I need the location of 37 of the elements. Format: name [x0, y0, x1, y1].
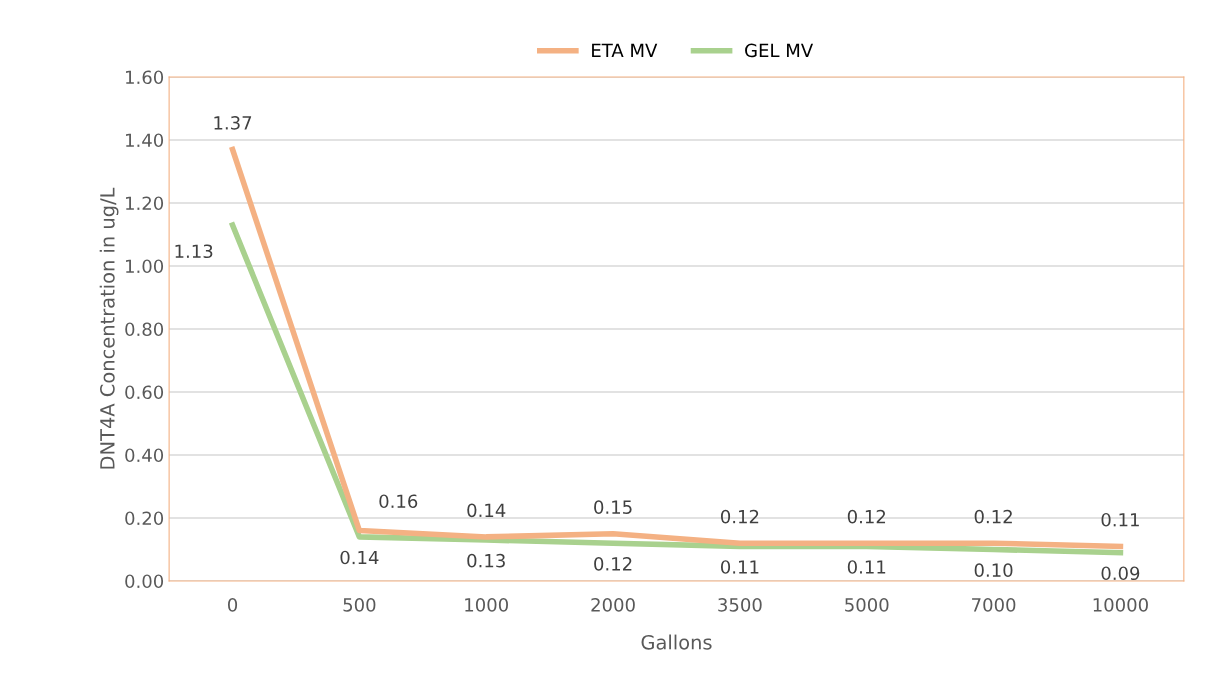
data-label: 0.12	[974, 509, 1012, 524]
data-label: 0.12	[847, 509, 886, 524]
data-label: 0.11	[847, 560, 886, 574]
data-label: 0.12	[594, 557, 632, 571]
data-label: 0.14	[467, 503, 506, 518]
y-tick-label: 1.20	[126, 196, 164, 211]
x-tick-label: 10000	[1093, 597, 1148, 612]
data-label: 0.10	[974, 563, 1013, 577]
legend-label: GEL MV	[745, 43, 814, 58]
x-tick-label: 3500	[718, 597, 762, 612]
y-tick-label: 0.40	[125, 448, 164, 463]
x-tick-label: 2000	[591, 597, 635, 612]
data-label: 0.14	[340, 550, 379, 565]
y-tick-label: 1.60	[126, 70, 164, 85]
x-tick-label: 500	[343, 597, 376, 612]
y-axis-title: DNT4A Concentration in ug/L	[99, 187, 119, 469]
x-axis-title: Gallons	[641, 634, 712, 650]
legend-label: ETA MV	[592, 43, 658, 57]
y-tick-label: 1.00	[126, 259, 164, 274]
data-label: 0.11	[720, 560, 759, 574]
y-tick-label: 0.20	[125, 511, 164, 526]
x-tick-label: 0	[227, 597, 238, 612]
y-tick-label: 0.60	[125, 385, 164, 400]
x-tick-label: 7000	[972, 597, 1016, 612]
data-label: 0.16	[379, 494, 418, 509]
data-label: 0.12	[720, 509, 759, 524]
y-tick-label: 0.00	[125, 574, 164, 589]
y-tick-label: 1.40	[126, 133, 164, 148]
data-label: 0.11	[1101, 512, 1139, 527]
data-label: 0.13	[467, 553, 505, 568]
x-tick-label: 5000	[845, 597, 889, 612]
data-label: 0.15	[594, 500, 632, 514]
x-tick-label: 1000	[465, 597, 508, 612]
data-label: 1.37	[214, 116, 252, 130]
data-label: 0.09	[1101, 566, 1140, 581]
y-tick-label: 0.80	[125, 322, 164, 337]
data-label: 1.13	[175, 244, 213, 259]
